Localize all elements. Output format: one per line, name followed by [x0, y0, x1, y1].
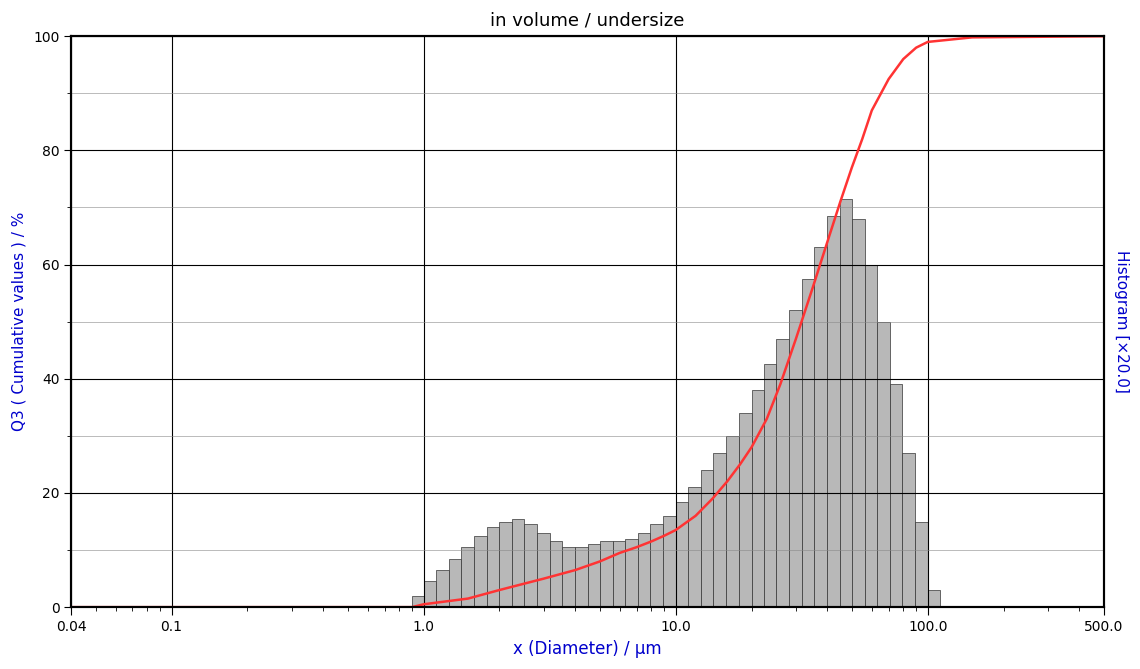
- Bar: [651, 524, 663, 607]
- Bar: [512, 518, 524, 607]
- Bar: [549, 541, 562, 607]
- Bar: [638, 533, 651, 607]
- Bar: [739, 413, 751, 607]
- Bar: [701, 470, 714, 607]
- Bar: [587, 545, 600, 607]
- Bar: [915, 522, 928, 607]
- Bar: [663, 516, 676, 607]
- Y-axis label: Histogram [×20.0]: Histogram [×20.0]: [1114, 250, 1129, 393]
- Bar: [814, 248, 826, 607]
- Bar: [839, 199, 852, 607]
- Bar: [714, 453, 726, 607]
- Bar: [600, 541, 612, 607]
- Bar: [878, 322, 890, 607]
- Bar: [562, 547, 575, 607]
- Bar: [473, 536, 487, 607]
- Bar: [462, 547, 473, 607]
- Bar: [499, 522, 512, 607]
- Bar: [726, 436, 739, 607]
- Y-axis label: Q3 ( Cumulative values ) / %: Q3 ( Cumulative values ) / %: [11, 212, 26, 432]
- Bar: [826, 216, 839, 607]
- Bar: [903, 453, 915, 607]
- Bar: [689, 487, 701, 607]
- Bar: [412, 595, 424, 607]
- X-axis label: x (Diameter) / µm: x (Diameter) / µm: [513, 640, 662, 658]
- Bar: [789, 310, 801, 607]
- Bar: [928, 590, 940, 607]
- Bar: [524, 524, 537, 607]
- Bar: [575, 547, 587, 607]
- Bar: [625, 539, 638, 607]
- Title: in volume / undersize: in volume / undersize: [490, 11, 685, 29]
- Bar: [852, 219, 864, 607]
- Bar: [890, 385, 903, 607]
- Bar: [864, 264, 878, 607]
- Bar: [751, 390, 764, 607]
- Bar: [487, 527, 499, 607]
- Bar: [449, 559, 462, 607]
- Bar: [801, 279, 814, 607]
- Bar: [764, 365, 776, 607]
- Bar: [612, 541, 625, 607]
- Bar: [435, 570, 449, 607]
- Bar: [424, 581, 435, 607]
- Bar: [676, 502, 689, 607]
- Bar: [537, 533, 549, 607]
- Bar: [776, 339, 789, 607]
